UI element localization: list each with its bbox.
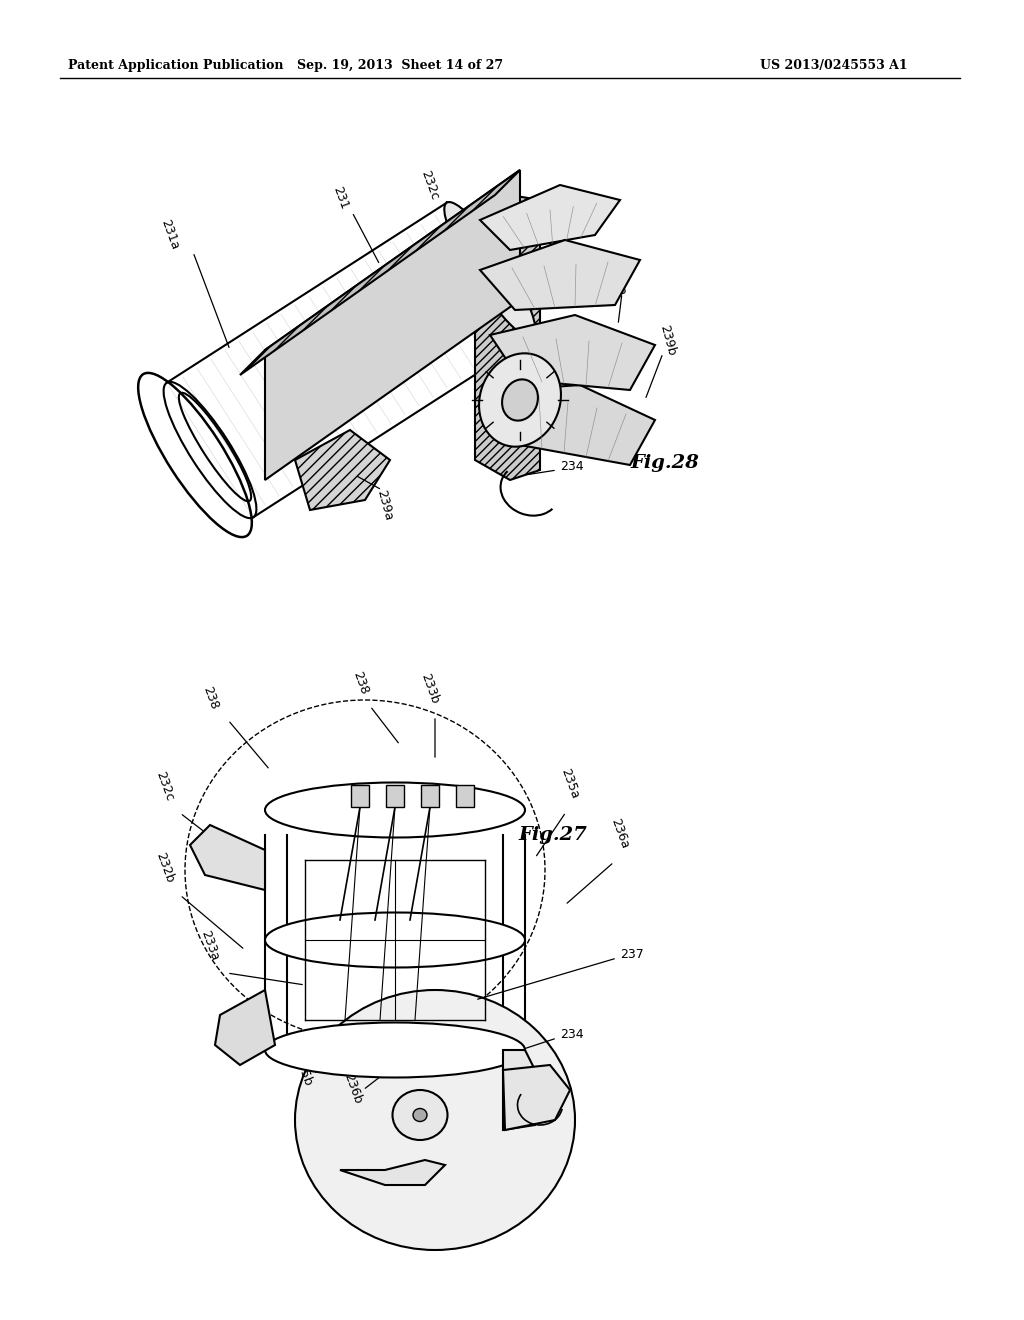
Ellipse shape (502, 379, 538, 421)
Polygon shape (265, 170, 520, 480)
Text: 233a: 233a (199, 929, 221, 964)
Text: US 2013/0245553 A1: US 2013/0245553 A1 (760, 58, 907, 71)
Text: 235a: 235a (558, 767, 581, 801)
Text: 233b: 233b (419, 672, 441, 706)
Ellipse shape (295, 990, 575, 1250)
Polygon shape (215, 990, 275, 1065)
Text: Sep. 19, 2013  Sheet 14 of 27: Sep. 19, 2013 Sheet 14 of 27 (297, 58, 503, 71)
Text: Fig.27: Fig.27 (518, 826, 587, 843)
Polygon shape (295, 430, 390, 510)
Text: 232b: 232b (535, 198, 555, 232)
Ellipse shape (392, 1090, 447, 1140)
Polygon shape (351, 785, 369, 807)
Ellipse shape (479, 354, 561, 446)
Text: 232c: 232c (154, 770, 176, 803)
Text: 238: 238 (350, 669, 370, 696)
Polygon shape (456, 785, 474, 807)
Text: 232a: 232a (228, 1005, 252, 1038)
Ellipse shape (413, 1109, 427, 1122)
Text: 232b: 232b (154, 851, 176, 884)
Ellipse shape (265, 783, 525, 837)
Polygon shape (503, 1065, 570, 1130)
Text: Patent Application Publication: Patent Application Publication (68, 58, 284, 71)
Text: 236a: 236a (608, 817, 631, 851)
Text: 232c: 232c (419, 169, 441, 202)
Text: 234: 234 (560, 459, 584, 473)
Text: 231: 231 (330, 185, 350, 211)
Text: 234: 234 (560, 1028, 584, 1041)
Text: 235b: 235b (292, 1053, 314, 1088)
Text: Fig.28: Fig.28 (630, 454, 698, 473)
Polygon shape (510, 385, 655, 465)
Polygon shape (475, 195, 540, 480)
Ellipse shape (444, 202, 536, 338)
Text: 239: 239 (625, 420, 648, 433)
Polygon shape (386, 785, 404, 807)
Text: 237: 237 (620, 948, 644, 961)
Polygon shape (190, 825, 265, 890)
Polygon shape (503, 1049, 545, 1130)
Text: 236b: 236b (342, 1072, 365, 1106)
Polygon shape (240, 170, 520, 375)
Text: 232a: 232a (607, 263, 629, 297)
Ellipse shape (265, 912, 525, 968)
Text: 238: 238 (200, 684, 220, 711)
Text: 239a: 239a (375, 488, 395, 521)
Text: 239b: 239b (657, 323, 678, 356)
Ellipse shape (265, 1023, 525, 1077)
Polygon shape (340, 1160, 445, 1185)
Text: 231a: 231a (159, 218, 181, 252)
Polygon shape (490, 315, 655, 389)
Polygon shape (480, 185, 620, 249)
Polygon shape (480, 240, 640, 310)
Polygon shape (421, 785, 439, 807)
